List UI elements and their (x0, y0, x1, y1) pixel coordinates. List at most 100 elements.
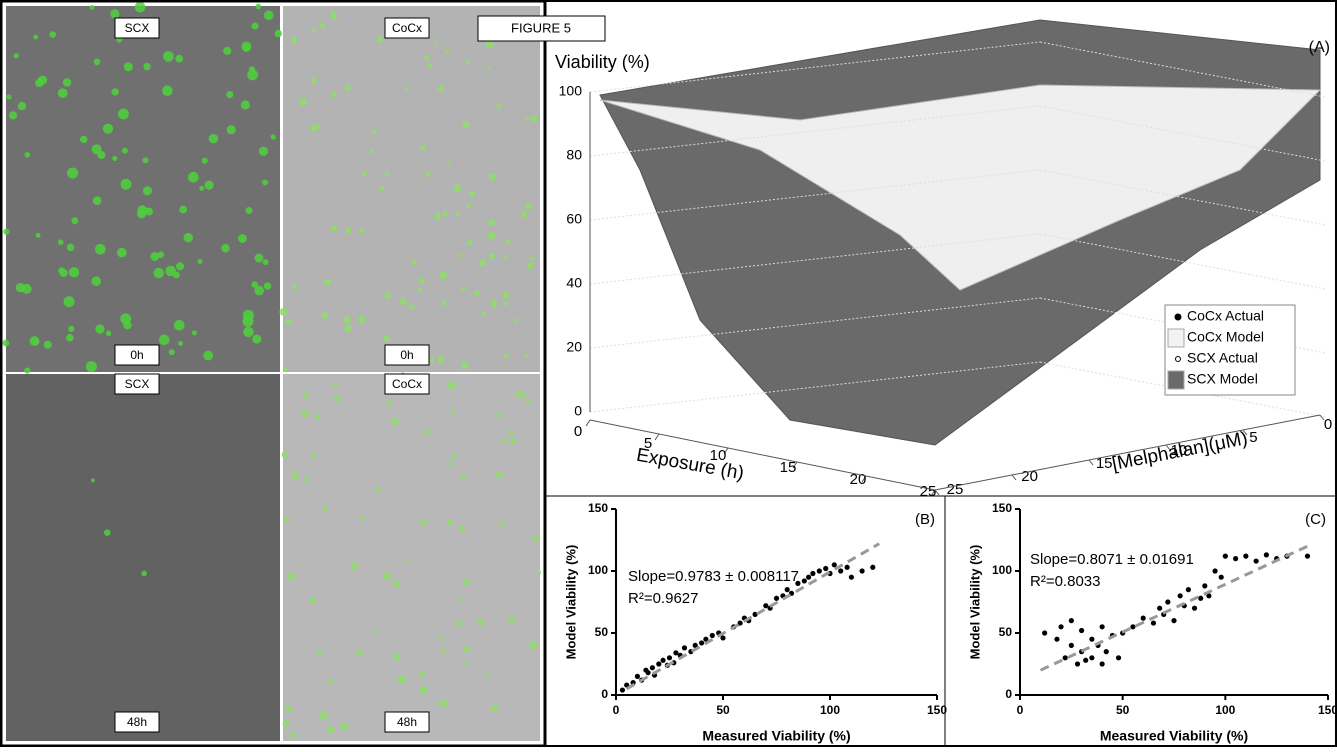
cell (477, 618, 485, 626)
y-tick-label: 0 (1005, 687, 1012, 701)
cell (525, 203, 532, 210)
cell (240, 100, 250, 110)
cell (298, 97, 307, 106)
cell (97, 150, 106, 159)
y-tick-label: 50 (595, 625, 609, 639)
x-tick-label: 100 (820, 703, 840, 717)
cell (71, 217, 79, 225)
cell (330, 11, 337, 18)
cell (178, 341, 183, 346)
cell (465, 60, 471, 65)
point (703, 636, 709, 642)
point (810, 570, 816, 577)
point (1253, 558, 1259, 564)
cell (491, 704, 499, 713)
cell (376, 36, 383, 43)
cell (203, 350, 214, 361)
cell (183, 232, 193, 243)
cell (287, 572, 296, 581)
point (1177, 593, 1183, 599)
point (1202, 583, 1208, 589)
cell (481, 311, 486, 316)
legend-marker (1174, 313, 1182, 321)
point (801, 578, 807, 584)
grid-line (589, 41, 1041, 93)
cell (247, 69, 259, 81)
cell (466, 203, 472, 209)
cell (392, 653, 401, 661)
cell (485, 40, 494, 49)
cell (429, 357, 435, 363)
cell (488, 252, 495, 260)
z-tick-label: 100 (559, 83, 583, 99)
cell (67, 167, 79, 179)
x-tick (792, 461, 798, 469)
x-tick-label: 10 (710, 447, 727, 464)
cell (258, 146, 269, 156)
point (681, 645, 688, 651)
x-tick-label: 50 (1116, 703, 1130, 717)
cell (141, 570, 147, 577)
cell (525, 116, 530, 121)
point (795, 580, 801, 587)
cell (63, 296, 75, 308)
point (763, 603, 769, 609)
cell (242, 309, 254, 321)
legend-marker (1167, 370, 1185, 390)
cell (350, 562, 358, 570)
cell (360, 514, 365, 520)
point (1191, 605, 1198, 611)
cell (136, 208, 147, 219)
cell (33, 34, 39, 40)
figure-label-box (477, 15, 606, 42)
cell (334, 395, 341, 402)
cell (529, 256, 535, 262)
x-tick-label: 15 (780, 459, 797, 476)
cell (112, 155, 118, 162)
point (1054, 636, 1060, 642)
cell (384, 171, 389, 176)
y-tick (1319, 414, 1325, 421)
trend-line (625, 542, 880, 691)
cell (255, 3, 262, 10)
cell (446, 160, 451, 165)
cell (263, 10, 274, 21)
point (1206, 593, 1212, 599)
y-tick-label: 15 (1096, 455, 1113, 472)
cell (487, 66, 492, 71)
cell (441, 649, 446, 654)
cell (310, 124, 317, 132)
point (1089, 655, 1095, 661)
cell (529, 641, 538, 650)
cell (356, 649, 363, 657)
cell (24, 367, 31, 374)
cell (85, 361, 97, 373)
cell (35, 232, 41, 238)
cell (453, 184, 462, 193)
point (666, 655, 673, 661)
cell (382, 334, 391, 343)
point (1212, 568, 1218, 574)
x-tick (723, 447, 729, 455)
cell (448, 461, 454, 467)
point (1222, 553, 1228, 559)
label-box (384, 711, 430, 733)
cell (6, 94, 12, 100)
cell (21, 283, 32, 294)
z-tick-label: 40 (566, 275, 582, 291)
point (699, 640, 705, 646)
cell (290, 731, 296, 738)
cell (462, 120, 470, 129)
point (656, 661, 662, 667)
cell (327, 678, 333, 685)
cell (496, 412, 502, 418)
image-cocx-0h (283, 6, 540, 372)
z-tick-label: 60 (566, 211, 582, 227)
y-tick (1088, 459, 1094, 466)
y-axis (934, 414, 1321, 491)
cell (460, 361, 469, 369)
cell (321, 312, 329, 319)
cell (439, 271, 448, 280)
cell (208, 133, 219, 144)
